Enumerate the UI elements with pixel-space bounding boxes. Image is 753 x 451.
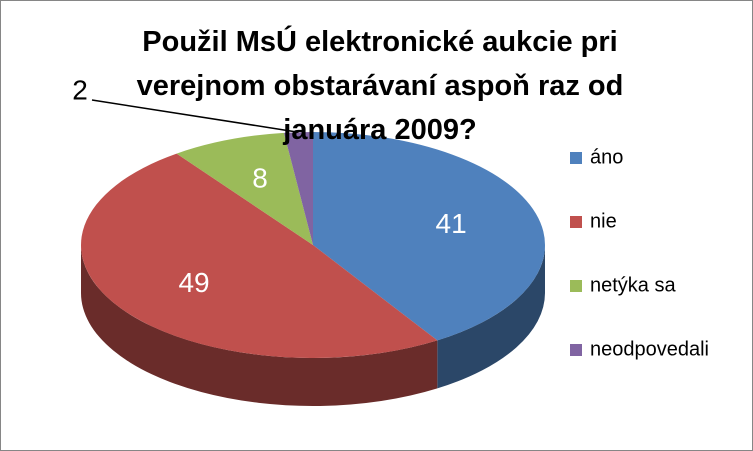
data-label: 2 [72,74,88,105]
legend-label: netýka sa [590,274,676,296]
pie-slice [283,132,313,245]
legend-swatch [570,216,582,228]
legend-swatch [570,280,582,292]
data-label: 49 [178,267,209,298]
data-label: 41 [436,208,467,239]
legend-label: neodpovedali [590,338,709,360]
legend-label: nie [590,210,617,232]
legend-swatch [570,344,582,356]
leader-line [91,99,299,133]
legend-label: áno [590,146,623,168]
pie-slice [313,132,545,341]
legend-swatch [570,152,582,164]
data-label: 8 [252,162,268,193]
pie-slice [80,153,438,359]
chart-title: Použil MsÚ elektronické aukcie pri verej… [136,26,624,146]
pie-side [80,245,438,407]
pie-side [437,245,545,389]
pie-slice [176,132,313,245]
